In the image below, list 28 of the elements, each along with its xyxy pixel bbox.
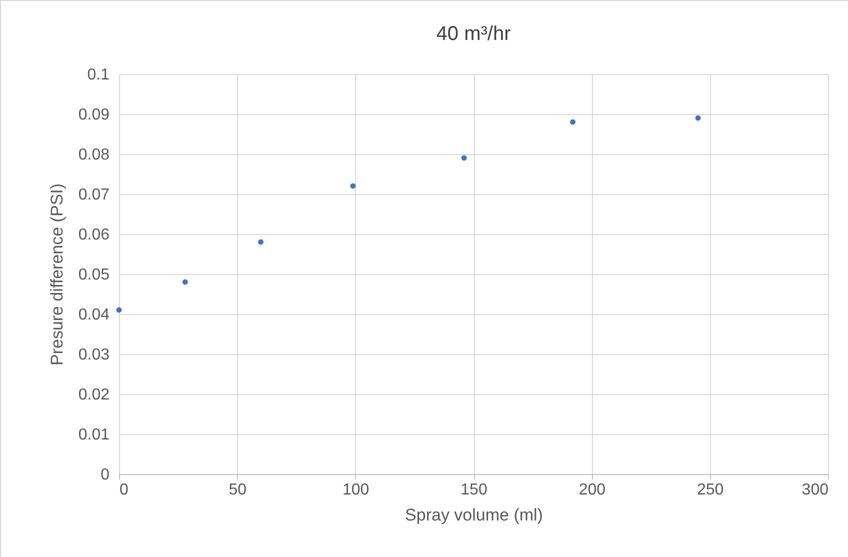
x-axis-title: Spray volume (ml) bbox=[405, 506, 543, 524]
y-axis-title: Presure difference (PSI) bbox=[47, 183, 66, 366]
x-tick-label: 150 bbox=[460, 482, 488, 498]
x-tick-label: 250 bbox=[696, 482, 724, 498]
y-tick-label: 0.02 bbox=[78, 386, 110, 404]
point bbox=[350, 183, 356, 189]
point bbox=[182, 279, 188, 285]
y-tick-label: 0 bbox=[100, 466, 110, 484]
y-tick-label: 0.01 bbox=[78, 426, 110, 444]
y-tick-label: 0.07 bbox=[78, 186, 110, 204]
x-tick-label: 100 bbox=[342, 482, 370, 498]
y-tick-label: 0.05 bbox=[78, 266, 110, 284]
y-tick-label: 0.09 bbox=[78, 106, 110, 124]
y-tick-label: 0.04 bbox=[78, 306, 110, 324]
chart-title: 40 m³/hr bbox=[436, 23, 512, 45]
y-tick-label: 0.06 bbox=[78, 226, 110, 244]
point bbox=[116, 307, 122, 313]
y-tick-label: 0.03 bbox=[78, 346, 110, 364]
point bbox=[258, 239, 264, 245]
point bbox=[695, 115, 701, 121]
y-tick-label: 0.1 bbox=[87, 66, 110, 84]
point bbox=[570, 119, 576, 125]
y-tick-label: 0.08 bbox=[78, 146, 110, 164]
x-tick-label: 200 bbox=[578, 482, 606, 498]
x-tick-label: 50 bbox=[228, 482, 247, 498]
x-tick-label: 300 bbox=[802, 482, 829, 498]
point bbox=[461, 155, 467, 161]
x-tick-label: 0 bbox=[120, 482, 128, 498]
